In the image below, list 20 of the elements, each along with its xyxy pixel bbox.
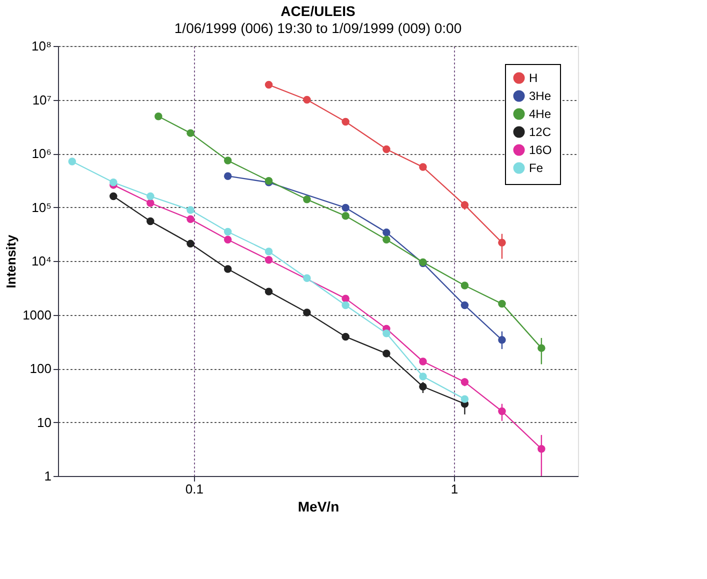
legend-label: 16O (529, 143, 552, 157)
x-axis-title: MeV/n (298, 498, 340, 514)
x-tick-label: 0.1 (185, 482, 204, 496)
legend-label: 4He (529, 107, 552, 121)
y-tick-label: 10⁵ (32, 200, 52, 215)
chart-title: ACE/ULEIS (280, 3, 356, 19)
y-tick-label: 10⁴ (31, 254, 52, 268)
legend-label: 12C (529, 125, 552, 139)
y-tick-label: 10⁷ (32, 92, 52, 108)
y-tick-label: 1000 (22, 307, 52, 322)
legend-label: Fe (529, 161, 544, 175)
y-tick-label: 1 (44, 468, 52, 484)
y-tick-label: 10⁸ (32, 38, 52, 54)
y-axis-title: Intensity (4, 234, 19, 288)
legend-label: H (529, 71, 538, 85)
y-tick-label: 10 (37, 414, 52, 430)
y-tick-label: 10⁶ (32, 146, 52, 161)
y-tick-label: 100 (30, 361, 52, 376)
chart-subtitle: 1/06/1999 (006) 19:30 to 1/09/1999 (009) 0:00 (174, 20, 462, 36)
legend-label: 3He (529, 89, 552, 103)
